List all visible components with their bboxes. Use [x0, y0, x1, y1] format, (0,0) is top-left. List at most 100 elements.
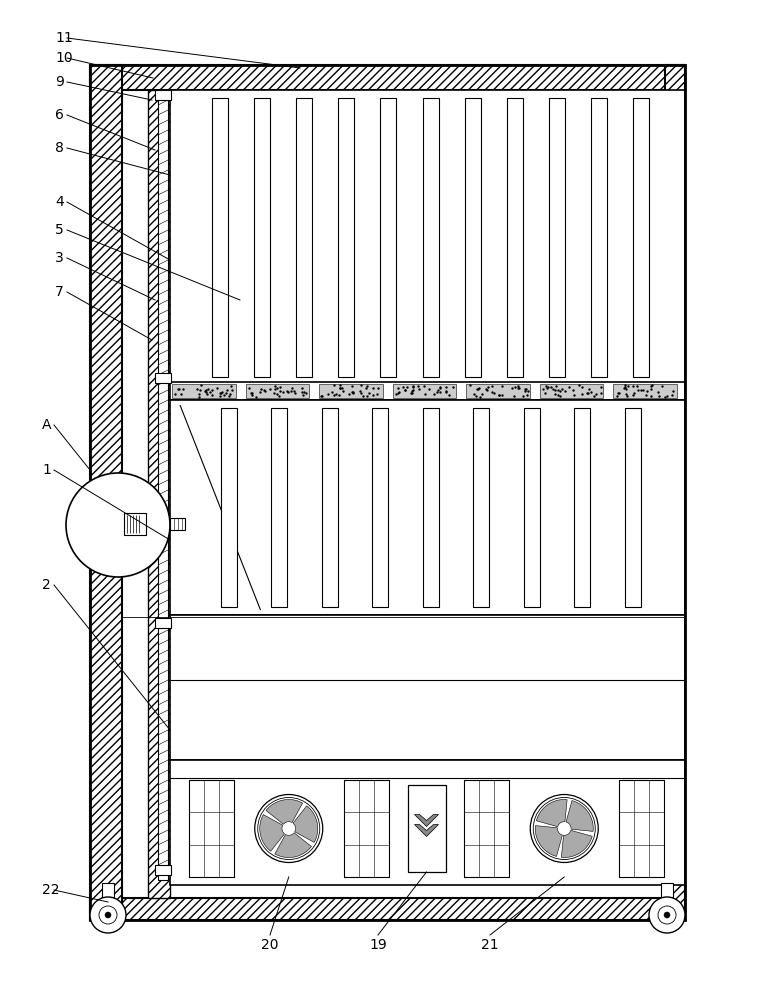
Point — [204, 384, 216, 400]
Point — [520, 381, 532, 397]
Bar — [661, 883, 673, 897]
Point — [440, 384, 452, 400]
Point — [434, 379, 446, 395]
Point — [399, 382, 411, 398]
Point — [583, 381, 595, 397]
Bar — [464, 98, 480, 377]
Point — [225, 378, 237, 394]
Point — [613, 385, 625, 401]
Point — [627, 387, 639, 403]
Point — [482, 379, 494, 395]
Point — [446, 379, 458, 395]
Point — [518, 383, 530, 399]
Point — [201, 381, 214, 397]
Point — [543, 379, 555, 395]
Point — [553, 382, 565, 398]
Bar — [102, 883, 114, 897]
Text: 2: 2 — [42, 578, 51, 592]
Point — [641, 383, 653, 399]
Point — [271, 380, 283, 396]
Polygon shape — [414, 814, 439, 826]
Bar — [90, 65, 122, 920]
Bar — [155, 90, 171, 100]
Point — [568, 387, 580, 403]
Point — [472, 381, 484, 397]
Point — [346, 378, 358, 394]
Circle shape — [105, 912, 111, 918]
Point — [477, 386, 489, 402]
Point — [344, 386, 356, 402]
Polygon shape — [266, 800, 302, 824]
Point — [619, 379, 631, 395]
Point — [492, 387, 505, 403]
Point — [539, 385, 551, 401]
Point — [173, 381, 185, 397]
Point — [274, 383, 287, 399]
Point — [470, 388, 482, 404]
Bar — [423, 408, 439, 607]
Point — [214, 388, 226, 404]
Point — [271, 386, 283, 402]
Text: 11: 11 — [55, 31, 73, 45]
Point — [360, 378, 372, 394]
Bar — [633, 98, 649, 377]
Point — [428, 386, 440, 402]
Point — [547, 381, 559, 397]
Bar — [245, 384, 309, 398]
Point — [391, 385, 404, 401]
Point — [405, 385, 417, 401]
Polygon shape — [535, 826, 562, 856]
Text: 22: 22 — [42, 883, 59, 897]
Point — [397, 379, 409, 395]
Point — [331, 386, 343, 402]
Bar — [170, 518, 185, 530]
Text: 5: 5 — [55, 223, 64, 237]
Point — [220, 385, 232, 401]
Point — [576, 379, 588, 395]
Point — [207, 382, 219, 398]
Point — [473, 389, 486, 405]
Point — [508, 379, 521, 395]
Bar — [124, 513, 146, 535]
Bar — [170, 382, 685, 400]
Point — [537, 381, 549, 397]
Point — [333, 387, 345, 403]
Point — [281, 383, 293, 399]
Point — [367, 387, 379, 403]
Bar — [170, 760, 685, 885]
Point — [464, 377, 476, 393]
Point — [243, 380, 255, 396]
Point — [619, 377, 631, 393]
Text: 8: 8 — [55, 141, 64, 155]
Bar — [393, 384, 456, 398]
Circle shape — [66, 473, 170, 577]
Point — [618, 380, 630, 396]
Point — [486, 384, 498, 400]
Point — [541, 380, 553, 396]
Point — [299, 385, 312, 401]
Point — [519, 381, 531, 397]
Point — [315, 388, 328, 404]
Point — [434, 380, 446, 396]
Point — [372, 380, 385, 396]
Point — [268, 378, 280, 394]
Point — [549, 378, 562, 394]
Point — [471, 381, 483, 397]
Point — [288, 383, 300, 399]
Point — [620, 381, 632, 397]
Point — [407, 382, 420, 398]
Point — [413, 381, 425, 397]
Bar — [507, 98, 523, 377]
Point — [651, 384, 663, 400]
Point — [391, 380, 404, 396]
Point — [521, 383, 534, 399]
Bar — [473, 408, 489, 607]
Point — [407, 378, 419, 394]
Point — [517, 388, 529, 404]
Bar — [344, 780, 388, 877]
Point — [264, 381, 277, 397]
Point — [627, 378, 639, 394]
Point — [216, 384, 228, 400]
Point — [553, 387, 565, 403]
Point — [355, 385, 367, 401]
